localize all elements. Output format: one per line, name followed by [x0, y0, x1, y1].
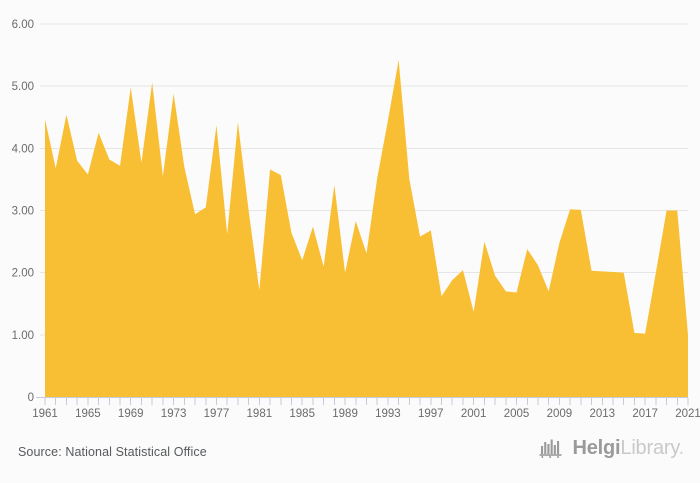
y-axis-labels-group: 6.00 5.00 4.00 3.00 2.00 1.00 0	[12, 19, 34, 404]
bar-chart-logo-icon	[539, 439, 562, 458]
y-axis-tick-label: 1.00	[12, 330, 34, 342]
y-axis-tick-label: 5.00	[12, 81, 34, 93]
area-series-group	[45, 60, 688, 398]
area-chart: 6.00 5.00 4.00 3.00 2.00 1.00 0 1961 1965 1969 19…	[11, 19, 700, 420]
brand-text: HelgiLibrary.	[572, 438, 684, 458]
chart-svg: 6.005.004.003.002.001.000 1961 1965 1969 19…	[11, 19, 700, 420]
x-axis-tick-label: 1961	[32, 408, 58, 420]
y-axis-tick-label: 3.00	[12, 206, 34, 218]
y-axis-tick-label: 0	[28, 392, 34, 404]
x-axis-group	[36, 23, 689, 405]
x-axis-tick-label: 2001	[461, 408, 487, 420]
y-axis-tick-label: 6.00	[12, 19, 34, 31]
x-axis-tick-label: 1973	[161, 408, 187, 420]
y-axis-tick-label: 4.00	[12, 143, 34, 155]
x-axis-tick-label: 1985	[289, 408, 315, 420]
area-series-path	[45, 60, 688, 398]
brand-primary: Helgi	[572, 437, 621, 459]
x-axis-tick-label: 1969	[118, 408, 144, 420]
x-axis-tick-label: 2017	[632, 408, 658, 420]
x-axis-tick-label: 2021	[675, 408, 700, 420]
x-axis-tick-label: 2009	[547, 408, 573, 420]
x-axis-tick-label: 2013	[589, 408, 615, 420]
x-axis-tick-label: 2005	[504, 408, 530, 420]
x-axis-tick-label: 1989	[332, 408, 358, 420]
chart-footer: Source: National Statistical Office Helg…	[0, 425, 700, 483]
x-axis-labels-group: 1961 1965 1969 1973 1977 1981 1985 1989 1993 1997…	[32, 408, 700, 420]
y-axis-tick-label: 2.00	[12, 268, 34, 280]
source-note: Source: National Statistical Office	[18, 445, 207, 459]
brand-dot: .	[678, 437, 685, 459]
x-axis-tick-label: 1981	[247, 408, 273, 420]
x-axis-tick-label: 1977	[204, 408, 230, 420]
x-axis-tick-label: 1997	[418, 408, 444, 420]
brand-secondary: Library	[620, 437, 679, 459]
x-axis-tick-label: 1965	[75, 408, 101, 420]
brand-logo[interactable]: HelgiLibrary.	[539, 437, 684, 459]
x-axis-tick-label: 1993	[375, 408, 401, 420]
